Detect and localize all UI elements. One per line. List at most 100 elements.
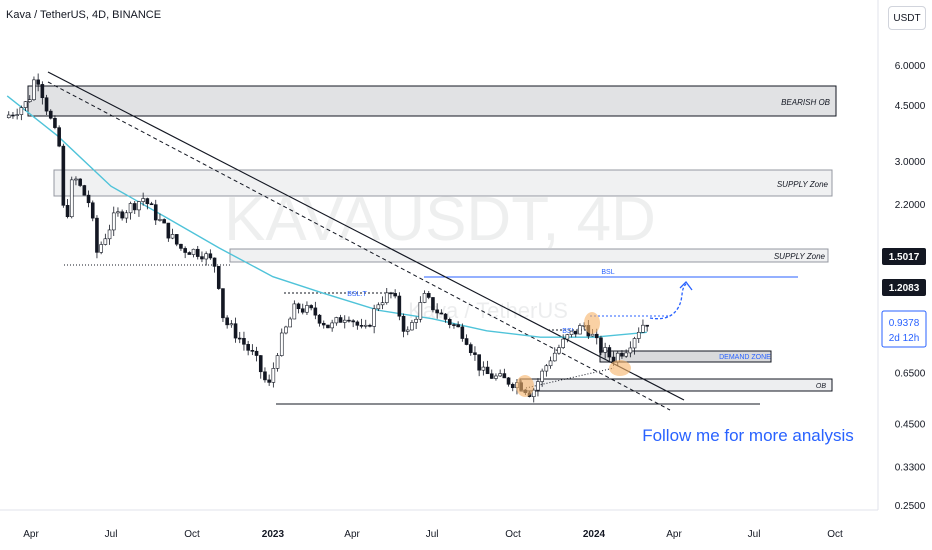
candle: [334, 316, 339, 326]
candle: [363, 319, 368, 329]
candle: [410, 319, 414, 331]
candle: [359, 318, 364, 329]
price-badge-1-2083: 1.2083: [882, 279, 926, 296]
candle: [498, 369, 502, 377]
candle: [321, 320, 326, 329]
candle: [338, 314, 343, 323]
time-tick-label: Apr: [344, 529, 360, 540]
price-badge-live-value: 0.9378: [889, 318, 920, 329]
candle: [174, 234, 179, 247]
candle: [11, 111, 15, 119]
candle: [216, 265, 221, 290]
candle: [552, 347, 557, 362]
candle: [548, 356, 553, 369]
price-badge-live: 0.9378 2d 12h: [881, 310, 927, 348]
candle: [128, 201, 133, 220]
candle: [95, 215, 99, 259]
candle: [116, 207, 120, 217]
time-tick-label: Jul: [426, 529, 439, 540]
candle: [393, 289, 397, 299]
candle: [27, 95, 32, 103]
price-tick-label: 0.2500: [895, 501, 926, 512]
candle: [111, 206, 116, 237]
candle: [263, 367, 267, 383]
candle: [645, 324, 649, 332]
supply-zone-upper: [53, 169, 833, 197]
supply-zone-lower-label: SUPPLY Zone: [774, 252, 826, 261]
candle: [389, 291, 393, 299]
time-tick-label: Oct: [184, 529, 200, 540]
price-tick-label: 6.0000: [895, 61, 926, 72]
candle: [485, 360, 490, 375]
candle: [624, 349, 628, 358]
price-axis[interactable]: 6.0000 4.5000 3.0000 2.2000 0.6500 0.4500 0.33…: [895, 61, 926, 512]
candle: [191, 248, 196, 258]
candle: [225, 315, 229, 329]
candle: [149, 201, 154, 206]
time-axis[interactable]: Apr Jul Oct 2023 Apr Jul Oct 2024 Apr Jul Oct: [23, 529, 843, 540]
candle: [237, 331, 242, 344]
candle: [179, 243, 183, 251]
candle: [137, 200, 141, 217]
projected-arrow-icon: [679, 281, 693, 291]
candle: [19, 105, 24, 121]
price-badge-1-5017-text: 1.5017: [889, 252, 920, 263]
moving-average-layer: [6, 95, 647, 338]
candle: [380, 296, 385, 310]
candle: [565, 333, 570, 343]
candle: [443, 312, 448, 323]
candle: [292, 300, 297, 320]
candle: [397, 292, 402, 321]
symbol-title[interactable]: Kava / TetherUS, 4D, BINANCE: [6, 9, 162, 21]
candle: [473, 346, 477, 361]
price-tick-label: 3.0000: [895, 157, 926, 168]
candle: [162, 218, 166, 224]
candle: [573, 330, 578, 338]
ob-zone: [519, 378, 833, 392]
price-badge-live-countdown: 2d 12h: [889, 333, 920, 344]
descending-trendline-dashed: [47, 81, 671, 411]
candle: [271, 362, 276, 388]
candle: [246, 340, 250, 356]
price-badge-1-2083-text: 1.2083: [889, 283, 920, 294]
candle: [456, 321, 460, 328]
candle: [347, 316, 351, 323]
time-tick-label: Apr: [666, 529, 682, 540]
candle: [494, 373, 498, 381]
candle: [187, 251, 192, 255]
candle: [82, 184, 87, 196]
candle: [544, 364, 549, 377]
candle: [23, 101, 28, 112]
candle: [145, 197, 150, 210]
candle: [368, 323, 372, 328]
candle: [221, 288, 225, 323]
candle: [531, 387, 536, 403]
projected-path: [649, 283, 687, 320]
candle: [229, 320, 234, 328]
candle: [477, 354, 481, 377]
candle: [6, 111, 11, 119]
candle: [32, 76, 36, 101]
ob-label: OB: [816, 383, 826, 390]
demand-zone-label: DEMAND ZONE: [719, 354, 771, 361]
candle: [15, 108, 19, 120]
highlight-circle-oct: [516, 375, 534, 397]
candle: [200, 251, 204, 263]
candle: [540, 368, 544, 387]
candle: [431, 297, 435, 313]
candle: [313, 301, 318, 320]
candle: [86, 190, 91, 208]
currency-button[interactable]: USDT: [888, 6, 926, 30]
price-tick-label: 2.2000: [895, 200, 926, 211]
candle: [305, 301, 309, 316]
candle: [603, 342, 607, 359]
price-tick-label: 4.5000: [895, 101, 926, 112]
candle: [628, 341, 633, 358]
candle: [426, 290, 431, 300]
candle: [326, 324, 330, 329]
candle: [468, 342, 473, 356]
candle: [300, 303, 305, 315]
candle: [233, 317, 238, 343]
supply-zone-lower: [229, 248, 829, 263]
